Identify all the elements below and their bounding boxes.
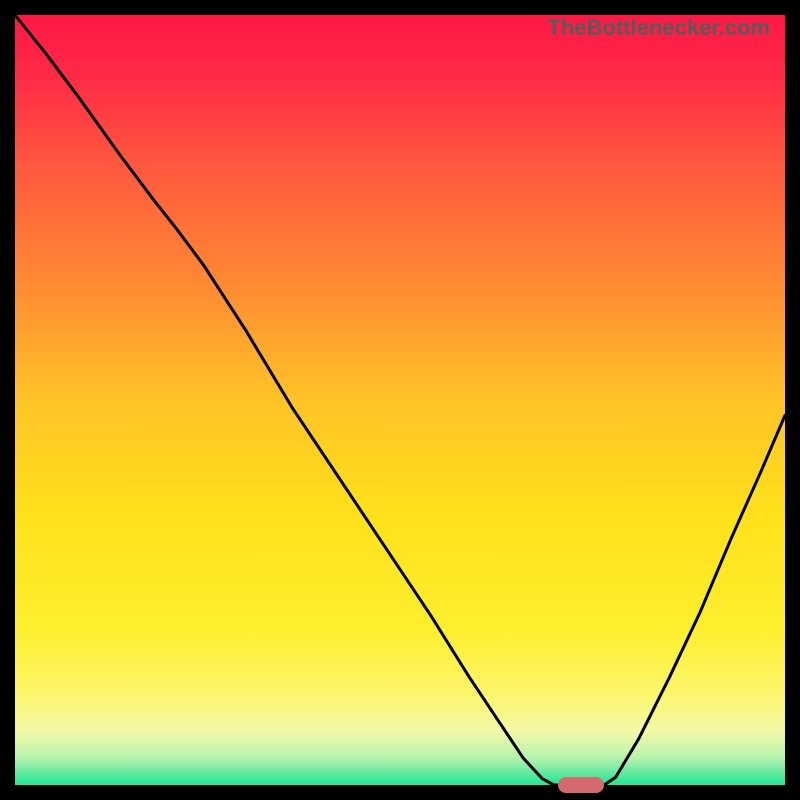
chart-frame: TheBottlenecker.com xyxy=(0,0,800,800)
watermark-text: TheBottlenecker.com xyxy=(547,15,770,41)
chart-background xyxy=(15,15,785,785)
valley-marker xyxy=(558,777,604,794)
plot-area: TheBottlenecker.com xyxy=(15,15,785,785)
chart-svg xyxy=(15,15,785,785)
